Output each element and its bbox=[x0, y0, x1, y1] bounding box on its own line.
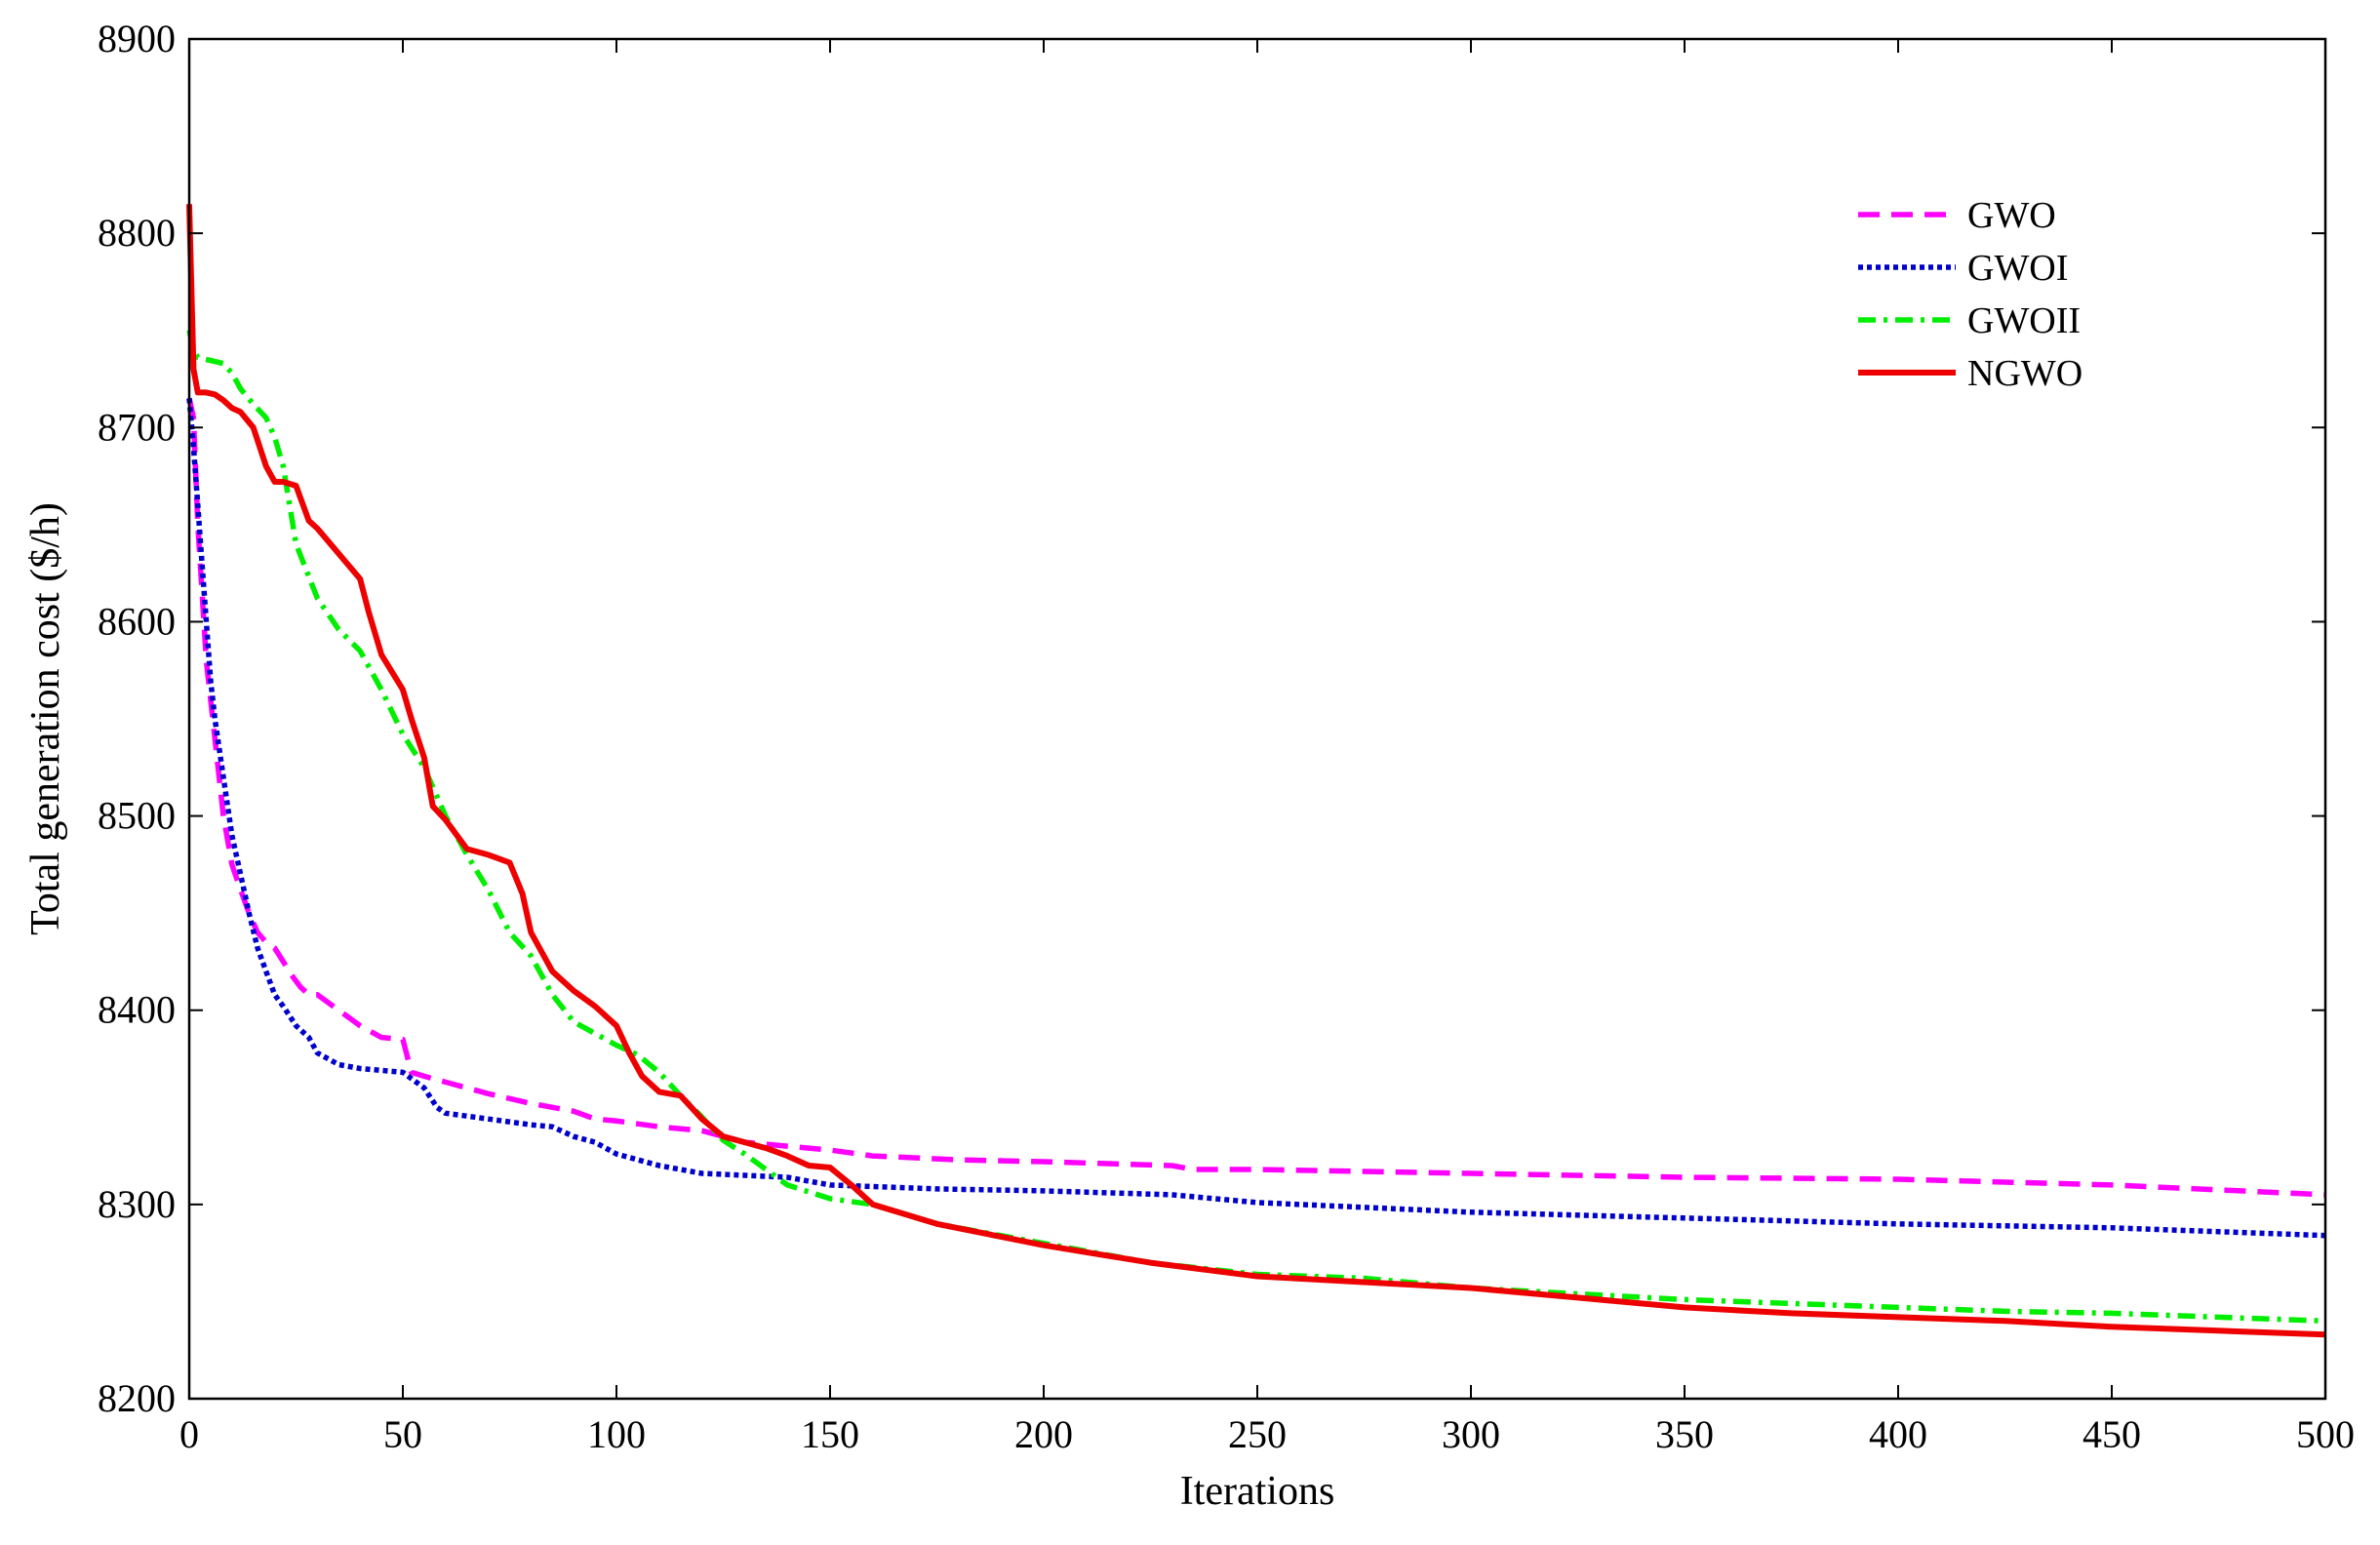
legend-label-ngwo: NGWO bbox=[1967, 353, 2082, 394]
x-tick-label: 0 bbox=[179, 1412, 199, 1456]
y-tick-label: 8300 bbox=[98, 1182, 176, 1226]
axis-ticks: 0 50 100 150 200 250 300 350 400 450 500 8200 8300 84… bbox=[98, 17, 2355, 1456]
y-tick-label: 8200 bbox=[98, 1376, 176, 1420]
x-tick-label: 350 bbox=[1655, 1412, 1714, 1456]
x-tick-label: 250 bbox=[1228, 1412, 1287, 1456]
y-axis-label: Total generation cost ($/h) bbox=[23, 502, 68, 935]
x-tick-label: 400 bbox=[1869, 1412, 1927, 1456]
x-tick-label: 300 bbox=[1442, 1412, 1500, 1456]
x-tick-label: 150 bbox=[801, 1412, 859, 1456]
y-tick-label: 8900 bbox=[98, 17, 176, 60]
y-tick-label: 8500 bbox=[98, 794, 176, 838]
x-tick-label: 200 bbox=[1014, 1412, 1073, 1456]
legend-label-gwoi: GWOI bbox=[1967, 248, 2068, 289]
y-tick-label: 8600 bbox=[98, 599, 176, 643]
y-tick-label: 8400 bbox=[98, 988, 176, 1032]
series-line-gwoii bbox=[186, 330, 2326, 1325]
series-line-gwoi bbox=[186, 398, 2326, 1239]
series-line-gwo bbox=[186, 397, 2326, 1198]
legend-label-gwo: GWO bbox=[1967, 195, 2056, 236]
x-tick-label: 50 bbox=[383, 1412, 422, 1456]
x-tick-label: 450 bbox=[2082, 1412, 2141, 1456]
plot-frame bbox=[187, 37, 2327, 1401]
x-axis-label: Iterations bbox=[1180, 1469, 1335, 1514]
legend: GWO GWOI GWOII NGWO bbox=[1858, 195, 2082, 394]
y-tick-label: 8800 bbox=[98, 211, 176, 255]
x-tick-label: 100 bbox=[587, 1412, 646, 1456]
legend-label-gwoii: GWOII bbox=[1967, 300, 2081, 341]
y-tick-label: 8700 bbox=[98, 405, 176, 449]
series-line-ngwo bbox=[186, 204, 2326, 1338]
plot-lines bbox=[186, 204, 2326, 1338]
x-tick-label: 500 bbox=[2296, 1412, 2355, 1456]
